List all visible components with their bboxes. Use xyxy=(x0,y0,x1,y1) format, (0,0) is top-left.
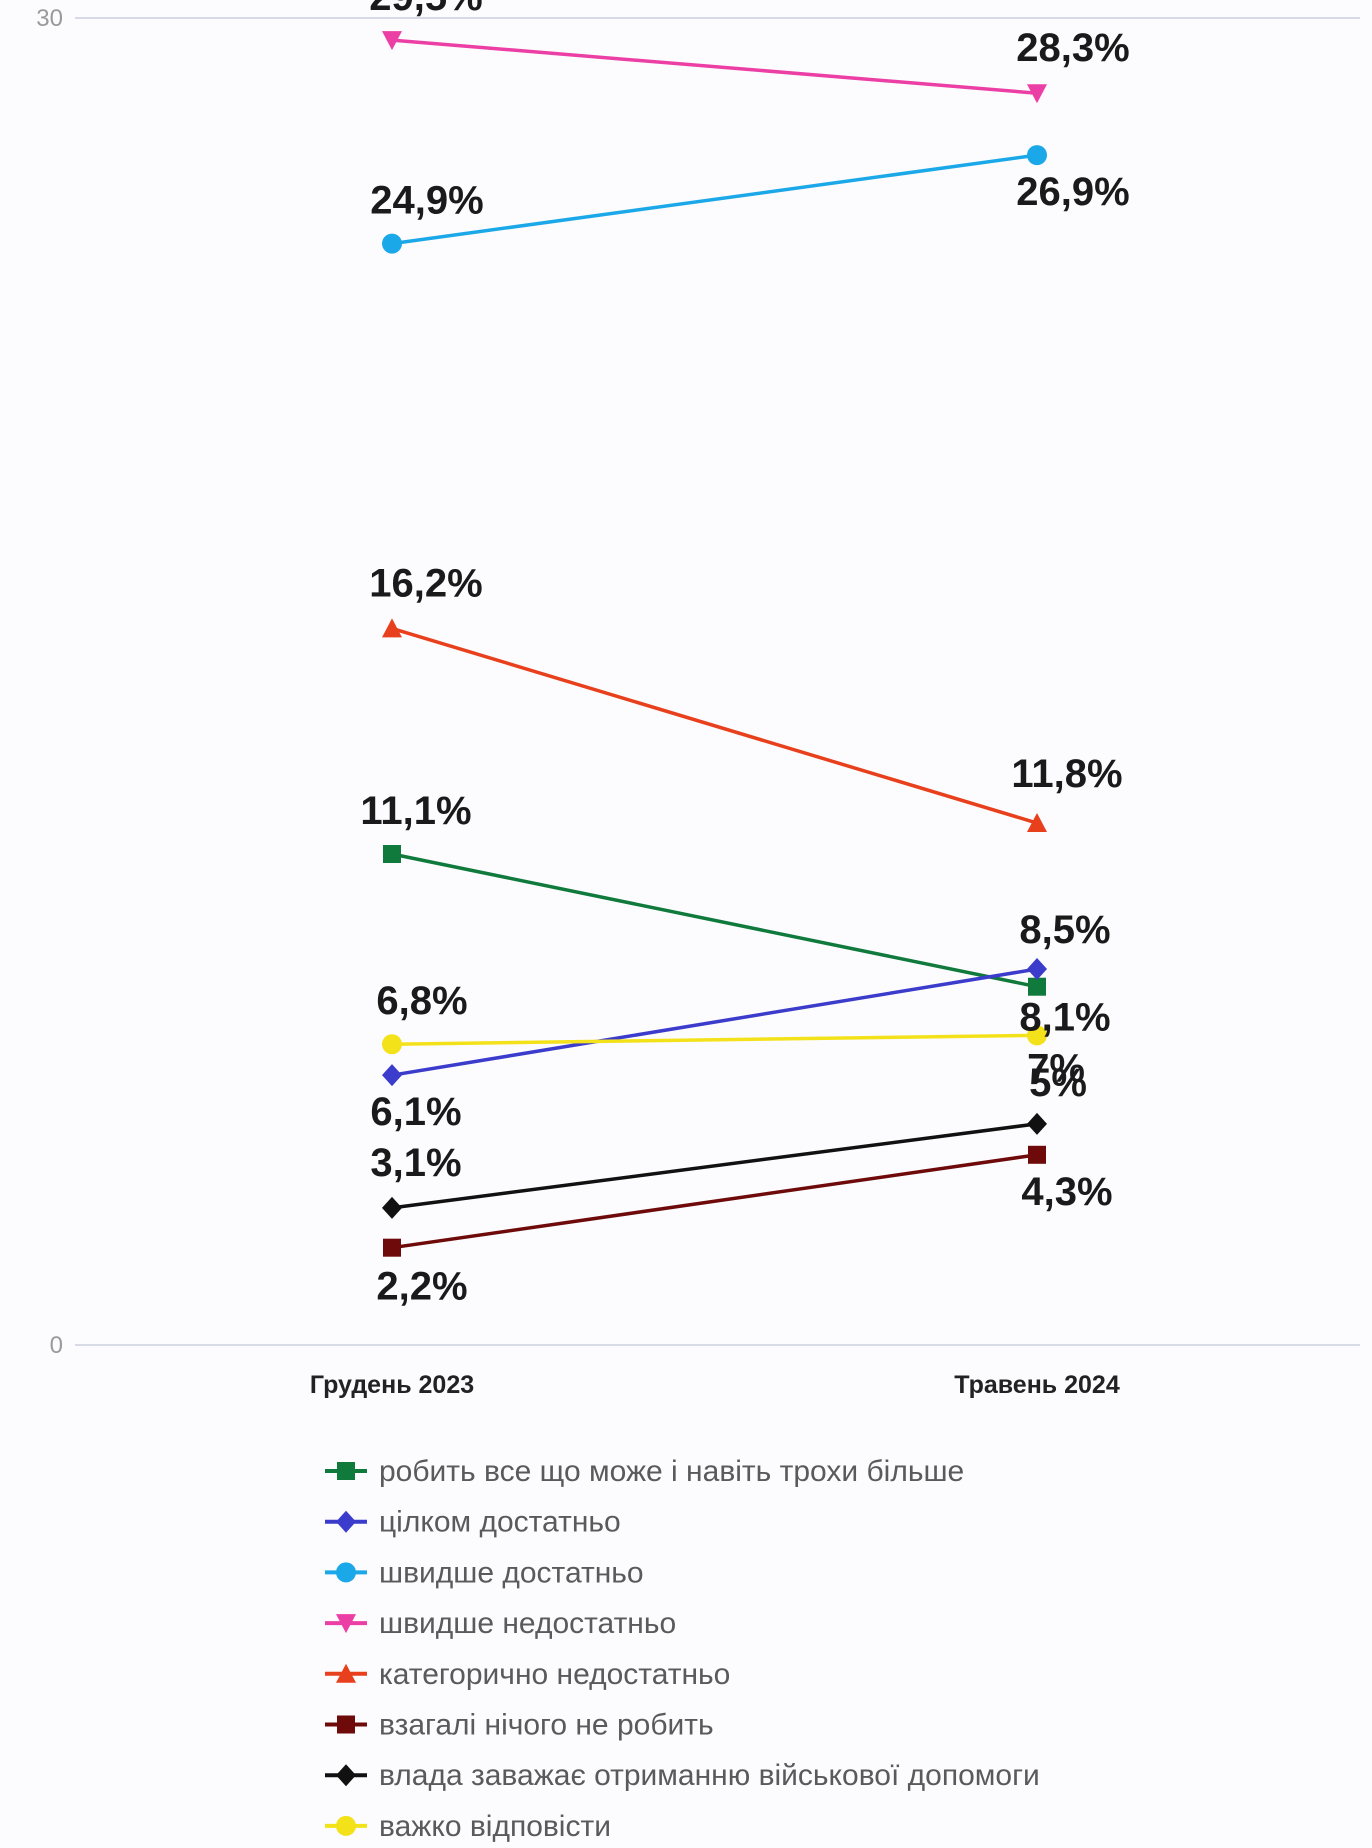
legend-item: цілком достатньо xyxy=(325,1506,621,1539)
legend-label: цілком достатньо xyxy=(379,1506,621,1539)
legend-marker xyxy=(336,1562,356,1583)
data-label: 6,1% xyxy=(370,1090,461,1134)
series-line xyxy=(391,38,1038,95)
series-line xyxy=(391,1033,1038,1046)
data-label: 8,1% xyxy=(1019,996,1110,1040)
data-point xyxy=(1027,813,1047,833)
legend-marker xyxy=(336,1815,356,1836)
legend-item: категорично недостатньо xyxy=(325,1658,730,1691)
data-label: 11,8% xyxy=(1011,752,1122,796)
data-point xyxy=(1027,145,1047,166)
data-label-layer: 11,1% 8,1% 6,1% 8,5% 24,9% 26,9% 29,5% 28,3% 16,… xyxy=(360,0,1129,1309)
legend-label: взагалі нічого не робить xyxy=(379,1709,714,1742)
y-tick-label: 30 xyxy=(36,5,63,32)
data-point xyxy=(1027,84,1047,104)
data-label: 6,8% xyxy=(376,979,467,1023)
legend-marker xyxy=(336,1614,356,1634)
data-point xyxy=(382,233,402,254)
legend-label: швидше недостатньо xyxy=(379,1607,676,1640)
series-line xyxy=(391,852,1038,989)
legend-label: робить все що може і навіть трохи більше xyxy=(379,1455,964,1488)
y-tick-label: 0 xyxy=(50,1332,63,1359)
series-3 xyxy=(382,145,1047,254)
series-7 xyxy=(382,1112,1047,1219)
legend-item: важко відповісти xyxy=(325,1810,611,1843)
legend-item: робить все що може і навіть трохи більше xyxy=(325,1455,964,1488)
data-label: 16,2% xyxy=(369,561,482,605)
legend-marker xyxy=(337,1462,355,1480)
data-label: 2,2% xyxy=(376,1265,467,1309)
data-point xyxy=(1028,977,1046,996)
data-point xyxy=(382,1064,402,1087)
data-label: 3,1% xyxy=(370,1141,461,1185)
series-line xyxy=(391,626,1038,825)
legend-item: влада заважає отриманню військової допом… xyxy=(325,1759,1040,1792)
data-point xyxy=(1027,958,1047,981)
data-label: 11,1% xyxy=(360,789,471,833)
data-point xyxy=(382,1196,402,1219)
data-point xyxy=(1027,1112,1047,1135)
series-line xyxy=(391,1122,1038,1210)
data-point xyxy=(1028,1145,1046,1164)
legend-label: влада заважає отриманню військової допом… xyxy=(379,1759,1040,1792)
legend-label: категорично недостатньо xyxy=(379,1658,730,1691)
series-2 xyxy=(382,958,1047,1087)
legend-marker xyxy=(337,1715,355,1734)
series-layer xyxy=(382,31,1047,1257)
data-label: 29,5% xyxy=(369,0,482,19)
series-line xyxy=(391,1153,1038,1250)
data-point xyxy=(383,1238,401,1257)
legend-marker xyxy=(336,1510,356,1533)
x-tick-label: Травень 2024 xyxy=(954,1371,1120,1399)
series-1 xyxy=(383,845,1046,996)
legend-item: швидше достатньо xyxy=(325,1556,644,1589)
data-label: 26,9% xyxy=(1016,170,1129,214)
data-label: 7% xyxy=(1027,1046,1085,1090)
series-4 xyxy=(382,31,1047,104)
grid-layer xyxy=(75,17,1360,1346)
legend-marker xyxy=(336,1663,356,1683)
legend-label: швидше достатньо xyxy=(379,1556,644,1589)
legend-marker xyxy=(336,1764,356,1787)
data-point xyxy=(382,31,402,51)
data-label: 4,3% xyxy=(1021,1170,1112,1214)
data-point xyxy=(382,1034,402,1055)
legend-item: швидше недостатньо xyxy=(325,1607,676,1640)
series-line xyxy=(391,153,1038,246)
data-point xyxy=(1027,1025,1047,1046)
data-label: 5% xyxy=(1029,1061,1087,1105)
legend-label: важко відповісти xyxy=(379,1810,611,1843)
series-8 xyxy=(382,1025,1047,1055)
legend: робить все що може і навіть трохи більше… xyxy=(325,1455,1040,1843)
data-label: 8,5% xyxy=(1019,908,1110,952)
series-5 xyxy=(382,618,1047,833)
series-6 xyxy=(383,1145,1046,1257)
axis-layer: 0 30 Грудень 2023 Травень 2024 xyxy=(36,5,1120,1399)
data-point xyxy=(383,845,401,864)
data-point xyxy=(382,618,402,638)
legend-item: взагалі нічого не робить xyxy=(325,1709,714,1742)
series-line xyxy=(391,967,1038,1077)
data-label: 28,3% xyxy=(1016,26,1129,70)
x-tick-label: Грудень 2023 xyxy=(310,1371,474,1399)
data-label: 24,9% xyxy=(370,179,483,223)
